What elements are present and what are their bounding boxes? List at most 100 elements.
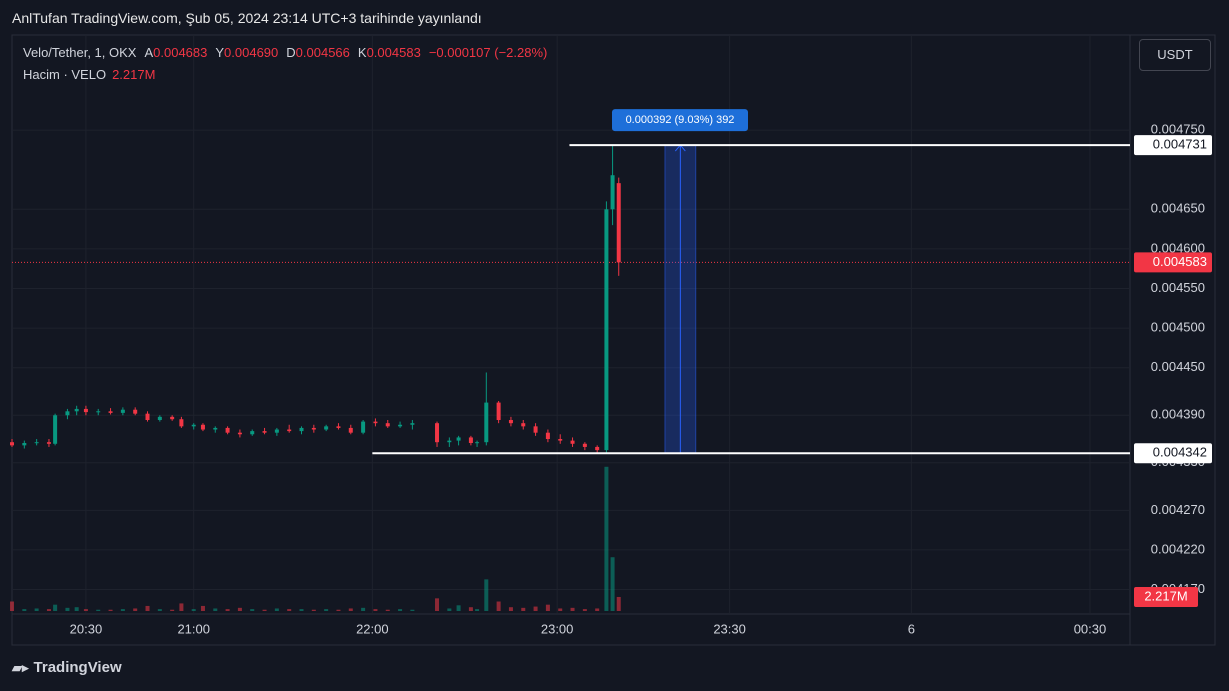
candle-body — [191, 424, 196, 427]
candle-body — [274, 429, 279, 433]
volume-bar — [468, 607, 473, 611]
candle-body — [145, 413, 150, 421]
legend: Velo/Tether, 1, OKX A0.004683 Y0.004690 D0.… — [23, 45, 555, 60]
candle-body — [83, 408, 88, 413]
change: −0.000107 (−2.28%) — [428, 45, 548, 60]
candle-body — [348, 427, 353, 433]
ohlc: A0.004683 Y0.004690 D0.004566 K0.004583 — [144, 45, 428, 60]
volume-bar — [373, 609, 378, 611]
candle-body — [484, 402, 489, 443]
volume-bar — [435, 598, 440, 611]
candle-body — [435, 423, 440, 443]
candle-body — [610, 175, 615, 210]
x-tick-label: 21:00 — [177, 621, 210, 636]
volume-bar — [410, 609, 415, 611]
y-tick-label: 0.004220 — [1151, 541, 1205, 556]
volume-bar — [610, 557, 615, 611]
price-label-box — [1134, 443, 1212, 464]
logo: ▰▸ TradingView — [12, 659, 122, 676]
volume-bar — [157, 609, 162, 611]
candle-body — [324, 426, 329, 430]
volume-bar — [595, 608, 600, 611]
candle-body — [22, 442, 27, 446]
candle-body — [170, 416, 175, 420]
volume-bar — [262, 609, 267, 611]
candle-body — [250, 431, 255, 435]
currency-button[interactable]: USDT — [1139, 39, 1211, 71]
candle-body — [361, 421, 366, 433]
logo-text: TradingView — [33, 659, 122, 676]
candle-body — [237, 432, 242, 435]
measure-label: 0.000392 (9.03%) 392 — [626, 114, 735, 126]
volume-bar — [145, 605, 150, 611]
candle-body — [213, 427, 218, 430]
volume-bar — [348, 608, 353, 611]
volume-bar — [250, 609, 255, 611]
candle-body — [385, 423, 390, 427]
candle-body — [398, 424, 403, 427]
volume-bar — [120, 609, 125, 611]
candle-body — [179, 419, 184, 427]
candle-body — [410, 423, 415, 425]
volume-bar — [456, 605, 461, 611]
candle-body — [311, 427, 316, 430]
price-label: 0.004731 — [1153, 137, 1207, 152]
volume-bar — [46, 609, 51, 611]
candle-body — [582, 443, 587, 447]
candle-body — [133, 409, 138, 414]
candle-body — [96, 411, 101, 413]
volume-bar — [213, 608, 218, 611]
candle-body — [373, 421, 378, 424]
y-tick-label: 0.004390 — [1151, 407, 1205, 422]
volume-bar — [191, 609, 196, 611]
candle-body — [108, 411, 113, 413]
ohlc-value: 0.004690 — [224, 45, 279, 60]
x-tick-label: 22:00 — [356, 621, 389, 636]
volume-bar — [508, 607, 513, 611]
volume-bar — [496, 601, 501, 611]
volume-bar — [108, 609, 113, 611]
volume-bar — [604, 466, 609, 611]
ohlc-key: D — [286, 45, 296, 60]
candle-body — [200, 424, 205, 430]
chart-frame — [11, 34, 1216, 646]
published-note: AnlTufan TradingView.com, Şub 05, 2024 2… — [12, 10, 482, 26]
candle-body — [604, 209, 609, 451]
volume-value: 2.217M — [112, 67, 156, 82]
y-tick-label: 0.004600 — [1151, 240, 1205, 255]
volume-bar — [324, 609, 329, 611]
volume-bar — [287, 609, 292, 611]
candle-body — [53, 415, 58, 444]
ohlc-value: 0.004566 — [295, 45, 350, 60]
ohlc-key: A — [144, 45, 154, 60]
candle-body — [287, 429, 292, 432]
candle-body — [74, 408, 79, 412]
candle-body — [10, 442, 14, 446]
candle-body — [225, 427, 230, 433]
volume-bar — [83, 609, 88, 611]
volume-bar — [447, 608, 452, 611]
candle-body — [521, 423, 526, 427]
volume-bar — [336, 609, 341, 611]
price-label: 0.004342 — [1153, 445, 1207, 460]
y-tick-label: 0.004500 — [1151, 320, 1205, 335]
volume-bar — [10, 601, 14, 611]
volume-bar — [521, 607, 526, 611]
candle-body — [34, 442, 39, 444]
candle-body — [570, 440, 575, 444]
volume-bar — [179, 603, 184, 611]
candle-body — [545, 432, 550, 440]
candle-body — [456, 437, 461, 441]
x-tick-label: 23:30 — [713, 621, 746, 636]
volume-title: Hacim · VELO — [23, 67, 107, 82]
volume-bar — [616, 596, 621, 611]
ohlc-value: 0.004683 — [153, 45, 208, 60]
volume-bar — [74, 607, 79, 611]
volume-bar — [398, 609, 403, 611]
volume-bar — [237, 607, 242, 611]
volume-bar — [558, 608, 563, 611]
x-tick-label: 20:30 — [70, 621, 103, 636]
y-tick-label: 0.004650 — [1151, 201, 1205, 216]
volume-bar — [570, 607, 575, 611]
volume-bar — [545, 604, 550, 611]
